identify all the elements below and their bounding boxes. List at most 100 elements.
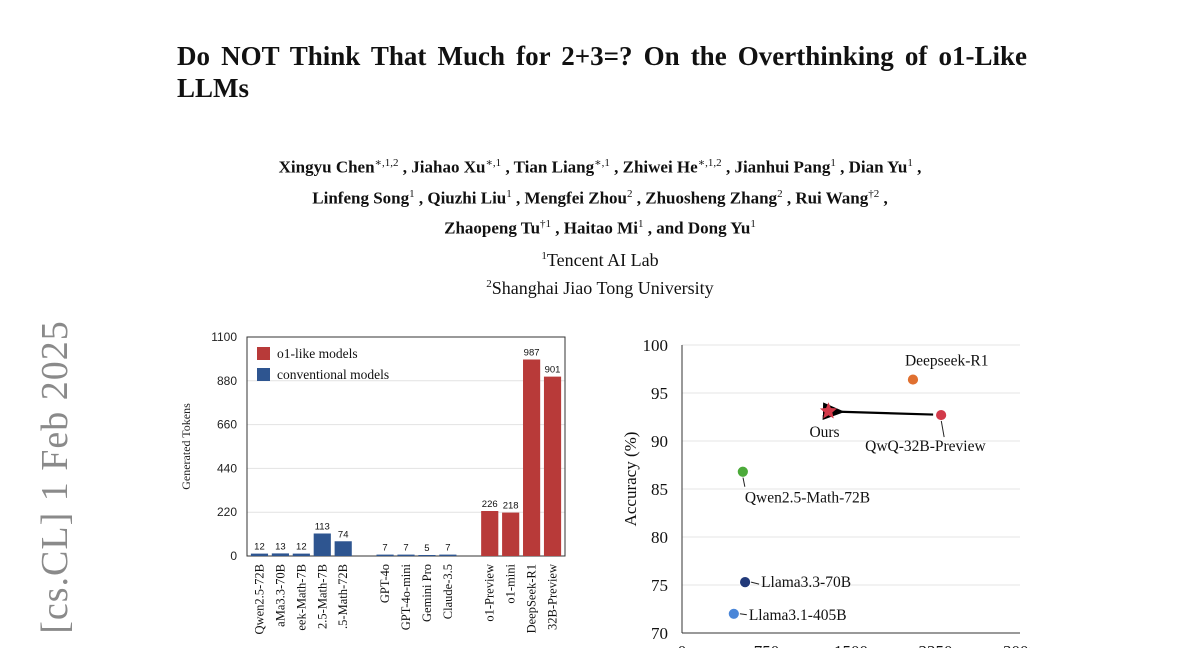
x-tick-label: 2.5-Math-7B (315, 564, 329, 629)
author-affiliation-marker: 1 (750, 218, 756, 231)
bar (250, 553, 269, 556)
bar (376, 554, 394, 556)
y-axis-label: Accuracy (%) (621, 432, 640, 527)
author-name: Haitao Mi (563, 218, 638, 238)
author-affiliation-marker: ∗,1 (594, 157, 610, 169)
x-tick-label: Claude-3.5 (441, 564, 455, 619)
author-affiliation-marker: 2 (777, 187, 783, 200)
x-tick-label: 0 (678, 642, 687, 648)
arxiv-stamp: [cs.CL] 1 Feb 2025 (34, 320, 76, 634)
paper-title: Do NOT Think That Much for 2+3=? On the … (177, 41, 1027, 103)
author-name: Tian Liang (513, 157, 595, 177)
author-separator: , (398, 157, 412, 177)
bar-value-label: 987 (524, 347, 540, 358)
x-tick-label: 32B-Preview (546, 564, 560, 630)
bar-chart-generated-tokens: 0 220 440 660 880 1100 Generated Tokens Qwen2.5… (179, 330, 566, 634)
x-tick-label: 2250 (919, 642, 953, 648)
y-tick-label: 85 (651, 480, 668, 499)
label-leader-line (750, 581, 760, 585)
x-tick-label: 3000 (1003, 642, 1030, 648)
label-leader-line (742, 476, 746, 487)
author-name: Zhaopeng Tu (444, 218, 541, 238)
author-separator: , (721, 157, 735, 177)
data-point-star (819, 402, 838, 419)
data-point-label: Deepseek-R1 (905, 353, 989, 370)
author-affiliation-marker: 1 (907, 157, 913, 169)
bar (292, 553, 310, 556)
bar (418, 555, 436, 556)
author-separator: , (511, 188, 525, 208)
x-tick-label: DeepSeek-R1 (525, 564, 539, 633)
legend-label: conventional models (277, 367, 389, 382)
author-and: and (656, 218, 688, 238)
x-tick-label: 1500 (834, 642, 868, 648)
y-tick-label: 220 (217, 505, 237, 519)
bar-value-label: 7 (445, 543, 450, 554)
author-affiliation-marker: 2 (626, 187, 633, 200)
y-tick-label: 660 (217, 418, 237, 432)
bar-value-label: 12 (296, 542, 307, 553)
x-tick-label: aMa3.3-70B (273, 564, 287, 627)
author-separator: , (551, 218, 564, 238)
y-tick-label: 0 (230, 549, 237, 563)
author-name: Zhiwei He (622, 157, 698, 177)
bar (543, 376, 562, 556)
bar (523, 359, 541, 556)
data-point (907, 373, 919, 386)
bar (481, 511, 499, 556)
data-point (736, 465, 749, 478)
improvement-arrow (822, 402, 934, 420)
bar-value-label: 5 (424, 543, 429, 554)
author-separator: , (835, 157, 849, 177)
y-tick-label: 100 (643, 336, 669, 355)
bar (397, 554, 415, 556)
author-affiliation-marker: 1 (409, 187, 415, 200)
y-tick-label: 90 (651, 432, 668, 451)
bar (313, 533, 331, 556)
x-tick-label: Qwen2.5-72B (252, 564, 266, 634)
y-tick-label: 440 (217, 461, 237, 475)
author-separator: , (879, 188, 888, 208)
author-name: Qiuzhi Liu (427, 188, 507, 208)
author-affiliation-marker: 1 (637, 218, 644, 231)
author-line: Linfeng Song1 , Qiuzhi Liu1 , Mengfei Zh… (150, 181, 1050, 212)
bar-value-label: 13 (275, 541, 286, 552)
bar (334, 541, 352, 556)
author-separator: , (609, 157, 623, 177)
x-tick-label: Gemini Pro (420, 564, 434, 622)
author-line: Xingyu Chen∗,1,2 , Jiahao Xu∗,1 , Tian L… (150, 150, 1050, 181)
bar-value-label: 12 (254, 542, 265, 553)
author-name: Xingyu Chen (278, 157, 375, 177)
y-tick-label: 70 (651, 624, 668, 643)
author-name: Dong Yu (687, 218, 751, 238)
label-leader-line (940, 419, 945, 438)
y-tick-label: 880 (217, 374, 237, 388)
y-tick-label: 75 (651, 576, 668, 595)
bar-value-label: 226 (482, 499, 498, 510)
x-tick-label: o1-Preview (483, 564, 497, 622)
bar-value-label: 74 (338, 529, 349, 540)
author-affiliation-marker: ∗,1,2 (374, 157, 399, 169)
author-affiliation-marker: †2 (868, 187, 880, 200)
author-separator: , (643, 218, 657, 238)
data-point-label: Llama3.3-70B (761, 574, 851, 591)
legend-swatch (257, 368, 270, 381)
y-axis-label: Generated Tokens (179, 403, 193, 490)
bar-value-label: 113 (315, 522, 330, 533)
bar (271, 553, 289, 556)
legend-swatch (257, 347, 270, 360)
author-name: Zhuosheng Zhang (645, 188, 778, 208)
legend-label: o1-like models (277, 346, 358, 361)
bar (439, 554, 457, 556)
bar-value-label: 218 (503, 501, 519, 512)
x-tick-label: eek-Math-7B (294, 564, 308, 631)
data-point (727, 607, 740, 620)
affiliation-1: 1Tencent AI Lab (541, 250, 659, 270)
data-point-label: QwQ-32B-Preview (865, 438, 986, 455)
author-separator: , (782, 188, 796, 208)
data-point-label: Ours (809, 424, 839, 441)
bar (502, 512, 520, 556)
data-point-label: Llama3.1-405B (749, 607, 847, 624)
x-tick-label: .5-Math-72B (336, 564, 350, 629)
x-tick-label: o1-mini (504, 563, 518, 603)
